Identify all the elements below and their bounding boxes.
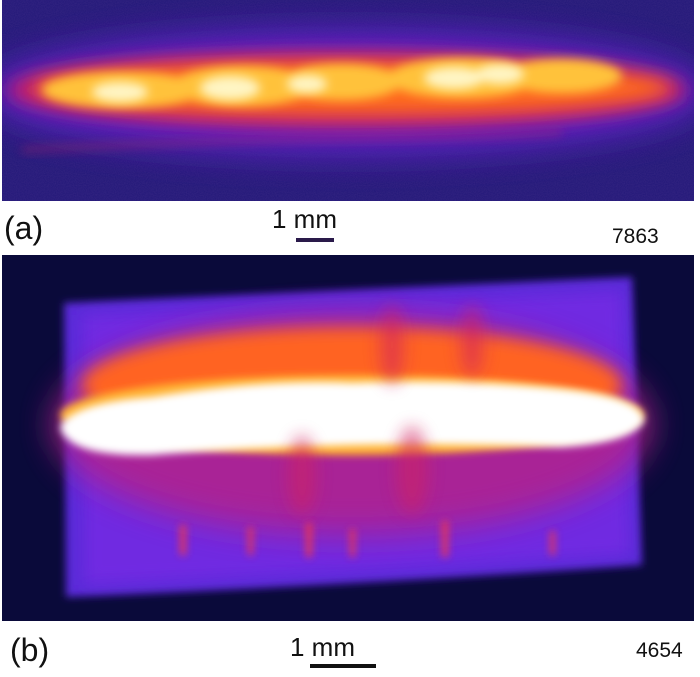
scale-label-b: 1 mm xyxy=(290,632,355,662)
scale-bar-b xyxy=(310,664,376,668)
thermal-image-b xyxy=(2,255,694,621)
panel-letter-b: (b) xyxy=(10,632,50,668)
scale-label-a: 1 mm xyxy=(272,204,337,234)
thermal-image-a xyxy=(2,0,694,201)
frame-id-b: 4654 xyxy=(636,639,683,662)
frame-id-a: 7863 xyxy=(612,225,659,248)
panel-letter-a: (a) xyxy=(4,210,44,246)
scale-bar-a xyxy=(296,238,334,242)
